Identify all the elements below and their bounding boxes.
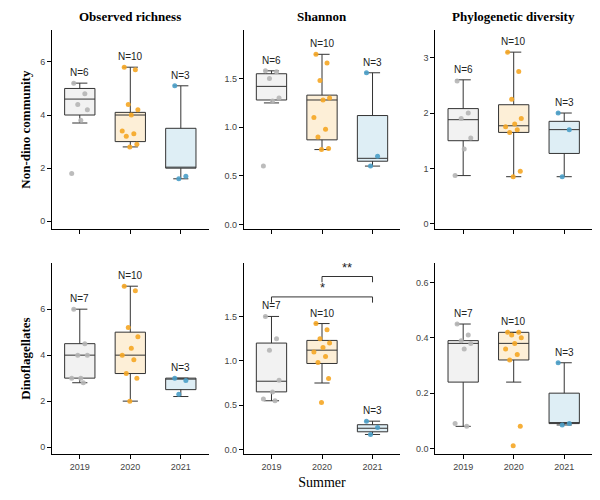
svg-text:0: 0 <box>40 216 45 226</box>
svg-text:2021: 2021 <box>171 462 191 472</box>
svg-text:6: 6 <box>40 304 45 314</box>
svg-text:0.5: 0.5 <box>224 171 237 181</box>
svg-text:0.0: 0.0 <box>224 220 237 230</box>
svg-text:Shannon: Shannon <box>297 9 347 24</box>
svg-text:N=3: N=3 <box>555 347 574 358</box>
svg-text:N=7: N=7 <box>70 293 89 304</box>
svg-text:0.2: 0.2 <box>416 388 429 398</box>
svg-text:N=6: N=6 <box>262 55 281 66</box>
svg-text:2019: 2019 <box>261 462 281 472</box>
svg-text:0.5: 0.5 <box>224 400 237 410</box>
svg-text:0.6: 0.6 <box>416 278 429 288</box>
svg-text:N=3: N=3 <box>171 362 190 373</box>
svg-text:1.0: 1.0 <box>224 122 237 132</box>
svg-text:*: * <box>320 280 325 295</box>
svg-text:N=10: N=10 <box>501 316 526 327</box>
svg-text:2020: 2020 <box>312 462 332 472</box>
svg-text:2019: 2019 <box>453 462 473 472</box>
svg-text:N=6: N=6 <box>70 67 89 78</box>
svg-text:N=7: N=7 <box>262 300 281 311</box>
svg-text:1.5: 1.5 <box>224 74 237 84</box>
svg-text:Phylogenetic diversity: Phylogenetic diversity <box>452 9 575 24</box>
svg-text:N=10: N=10 <box>501 36 526 47</box>
svg-text:1.0: 1.0 <box>224 356 237 366</box>
svg-text:0.0: 0.0 <box>416 444 429 454</box>
svg-text:1: 1 <box>424 164 429 174</box>
svg-text:2: 2 <box>40 163 45 173</box>
svg-text:0.4: 0.4 <box>416 333 429 343</box>
svg-text:Summer: Summer <box>298 475 346 490</box>
svg-text:2: 2 <box>40 396 45 406</box>
svg-text:N=3: N=3 <box>363 405 382 416</box>
svg-text:N=3: N=3 <box>555 97 574 108</box>
svg-text:4: 4 <box>40 350 45 360</box>
svg-text:2019: 2019 <box>70 462 90 472</box>
svg-text:Dinoflagellates: Dinoflagellates <box>18 317 33 399</box>
svg-text:2021: 2021 <box>363 462 383 472</box>
svg-text:2021: 2021 <box>554 462 574 472</box>
svg-text:1.5: 1.5 <box>224 312 237 322</box>
svg-text:0: 0 <box>40 442 45 452</box>
svg-text:**: ** <box>342 260 352 275</box>
svg-text:2020: 2020 <box>120 462 140 472</box>
svg-text:Observed richness: Observed richness <box>79 9 181 24</box>
svg-text:4: 4 <box>40 110 45 120</box>
svg-text:Non-dino community: Non-dino community <box>18 70 33 189</box>
svg-text:3: 3 <box>424 53 429 63</box>
svg-text:0: 0 <box>424 219 429 229</box>
svg-text:N=6: N=6 <box>454 64 473 75</box>
svg-text:N=10: N=10 <box>310 38 335 49</box>
svg-text:2: 2 <box>424 108 429 118</box>
svg-text:N=10: N=10 <box>118 270 143 281</box>
svg-text:N=3: N=3 <box>171 70 190 81</box>
svg-text:N=10: N=10 <box>118 51 143 62</box>
svg-text:6: 6 <box>40 57 45 67</box>
svg-text:N=7: N=7 <box>454 308 473 319</box>
svg-text:0.0: 0.0 <box>224 445 237 455</box>
svg-text:N=3: N=3 <box>363 57 382 68</box>
svg-text:N=10: N=10 <box>310 308 335 319</box>
svg-text:2020: 2020 <box>504 462 524 472</box>
